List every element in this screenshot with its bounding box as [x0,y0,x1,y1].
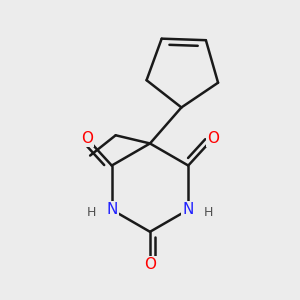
Text: H: H [204,206,213,219]
Text: N: N [106,202,117,217]
Text: O: O [144,257,156,272]
Text: O: O [81,131,93,146]
Text: O: O [207,131,219,146]
Text: H: H [87,206,96,219]
Text: N: N [183,202,194,217]
